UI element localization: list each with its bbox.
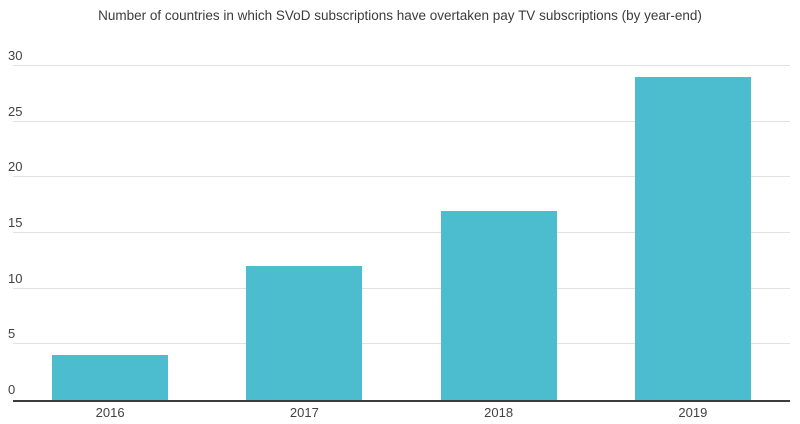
y-tick-label-30: 30 bbox=[8, 48, 23, 63]
bar-group-2017: 2017 bbox=[207, 66, 401, 419]
bar-2019 bbox=[634, 77, 751, 400]
x-tick-label-2019: 2019 bbox=[678, 405, 708, 420]
bar-2017 bbox=[246, 266, 363, 400]
plot-area: 0 5 10 15 20 25 30 2016 2017 2018 2019 bbox=[8, 49, 790, 419]
y-tick-label-20: 20 bbox=[8, 159, 23, 175]
x-axis-line bbox=[13, 400, 790, 402]
bar-2018 bbox=[440, 210, 557, 400]
bars-container: 2016 2017 2018 2019 bbox=[13, 66, 790, 419]
gridline-20 bbox=[13, 176, 790, 178]
x-tick-label-2017: 2017 bbox=[289, 405, 319, 420]
x-tick-label-2016: 2016 bbox=[95, 405, 125, 420]
y-tick-label-10: 10 bbox=[8, 270, 23, 286]
bar-group-2019: 2019 bbox=[596, 66, 790, 419]
gridline-30 bbox=[13, 65, 790, 66]
x-tick-label-2018: 2018 bbox=[484, 405, 514, 420]
y-tick-label-5: 5 bbox=[8, 326, 16, 342]
gridline-5 bbox=[13, 343, 790, 345]
bar-group-2018: 2018 bbox=[402, 66, 596, 419]
y-tick-label-15: 15 bbox=[8, 215, 23, 230]
gridline-25 bbox=[13, 120, 790, 122]
chart-title: Number of countries in which SVoD subscr… bbox=[98, 8, 702, 23]
y-tick-label-25: 25 bbox=[8, 103, 23, 119]
gridline-15 bbox=[13, 232, 790, 233]
bar-2016 bbox=[52, 355, 169, 400]
bar-group-2016: 2016 bbox=[13, 66, 207, 419]
gridline-10 bbox=[13, 287, 790, 289]
y-tick-label-0: 0 bbox=[8, 382, 16, 397]
